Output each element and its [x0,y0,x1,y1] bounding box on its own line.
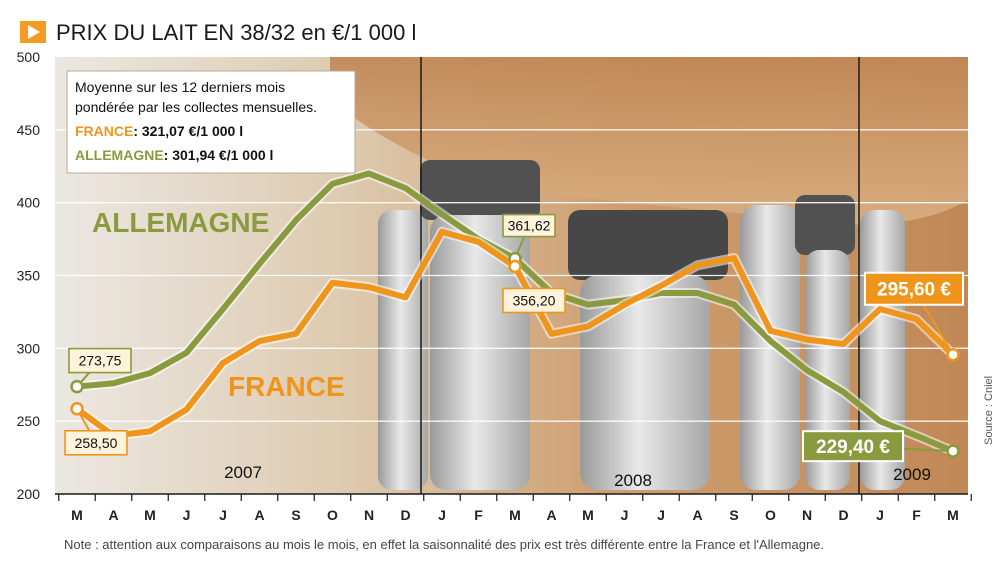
footnote: Note : attention aux comparaisons au moi… [64,537,824,552]
x-tick-label: J [657,507,665,523]
x-tick-label: A [254,507,264,523]
legend-france-value: : 321,07 €/1 000 l [133,123,243,139]
source-label: Source : Cniel [983,376,995,445]
play-triangle-icon [28,25,40,39]
y-tick-label: 300 [17,340,41,356]
legend-germany: ALLEMAGNE: 301,94 €/1 000 l [75,147,273,163]
x-tick-label: O [327,507,338,523]
data-label-france: 258,50 [75,435,118,451]
data-point-germany [946,444,960,458]
x-tick-label: F [912,507,921,523]
data-label-germany: 273,75 [79,353,122,369]
y-tick-label: 450 [17,122,41,138]
legend-france-label: FRANCE [75,123,133,139]
data-label-germany: 361,62 [508,218,551,234]
x-tick-label: S [291,507,300,523]
x-tick-label: J [183,507,191,523]
series-label-germany: ALLEMAGNE [92,207,269,238]
data-point-france [70,402,84,416]
y-tick-label: 250 [17,413,41,429]
data-label-germany: 229,40 € [816,437,890,458]
x-tick-label: N [364,507,374,523]
x-tick-label: M [71,507,83,523]
data-label-box-france [502,287,566,314]
series-label-france: FRANCE [228,371,345,402]
y-tick-label: 400 [17,195,41,211]
x-tick-label: F [474,507,483,523]
data-point-france [508,259,522,274]
data-label-france: 356,20 [513,292,556,308]
x-tick-label: D [838,507,848,523]
data-label-france: 295,60 € [877,280,951,301]
x-tick-label: D [400,507,410,523]
legend-germany-value: : 301,94 €/1 000 l [164,147,274,163]
legend-background [66,70,356,174]
legend-line-1: Moyenne sur les 12 derniers mois [75,79,285,95]
x-tick-label: O [765,507,776,523]
x-tick-label: A [546,507,556,523]
data-point-germany [70,379,84,394]
x-tick-label: A [108,507,118,523]
chart-title: PRIX DU LAIT EN 38/32 en €/1 000 l [56,20,416,45]
data-point-france [946,347,960,362]
y-tick-label: 200 [17,486,41,502]
data-label-box-france [864,271,964,306]
data-label-box-germany [802,430,904,463]
x-tick-label: A [692,507,702,523]
x-tick-label: J [438,507,446,523]
data-labels: 273,75 258,50 361,62 356,20 295,60 € 229,40 € [64,213,964,463]
x-tick-label: M [144,507,156,523]
x-tick-label: S [729,507,738,523]
x-tick-label: M [947,507,959,523]
legend-box: Moyenne sur les 12 derniers mois pondéré… [66,70,356,174]
legend-germany-label: ALLEMAGNE [75,147,164,163]
year-label-2007: 2007 [224,463,262,482]
y-axis-ticks: 500 450 400 350 300 250 200 [17,49,41,502]
x-tick-label: J [219,507,227,523]
x-tick-label: M [509,507,521,523]
data-label-box-france [64,429,128,456]
y-tick-label: 350 [17,268,41,284]
x-tick-label: M [582,507,594,523]
x-tick-label: J [876,507,884,523]
year-label-2009: 2009 [893,465,931,484]
x-tick-label: N [802,507,812,523]
data-label-box-germany [68,347,132,374]
legend-line-2: pondérée par les collectes mensuelles. [75,99,317,115]
y-tick-label: 500 [17,49,41,65]
year-label-2008: 2008 [614,471,652,490]
x-tick-label: J [621,507,629,523]
data-label-box-germany [502,213,556,238]
legend-france: FRANCE: 321,07 €/1 000 l [75,123,243,139]
